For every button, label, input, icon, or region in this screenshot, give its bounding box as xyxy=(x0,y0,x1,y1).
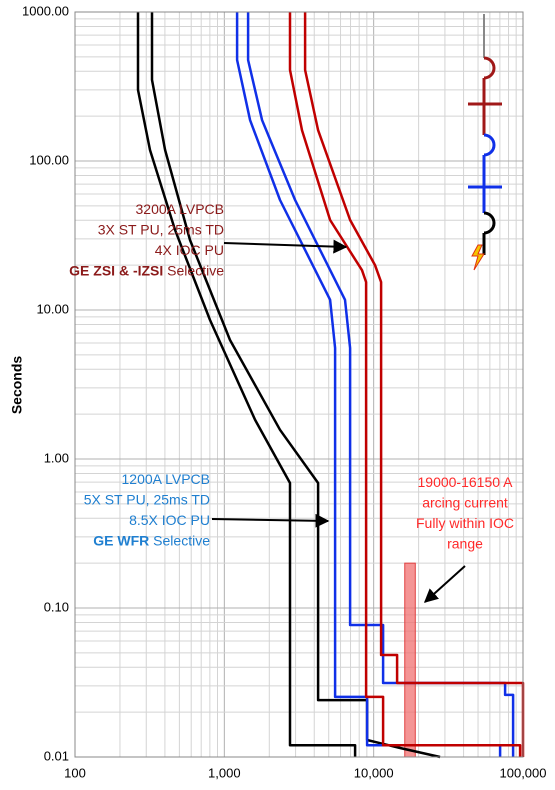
tcc-curve xyxy=(246,12,515,757)
annotation-text: arcing current xyxy=(422,494,508,510)
tcc-curve xyxy=(288,12,522,757)
arrow xyxy=(423,565,466,603)
annotations: 3200A LVPCB 3X ST PU, 25ms TD 4X IOC PU GE … xyxy=(69,201,514,552)
breaker-arc xyxy=(483,56,496,80)
annotation-text: 8.5X IOC PU xyxy=(129,512,210,528)
arrow xyxy=(211,513,330,528)
y-tick-label: 10.00 xyxy=(36,301,69,316)
annotation-text: GE ZSI & -IZSI xyxy=(69,262,163,278)
plot-frame xyxy=(74,11,524,758)
arrow xyxy=(223,239,348,254)
annotation-line: 1200A LVPCB xyxy=(122,471,210,487)
annotation-text: 4X IOC PU xyxy=(155,242,224,258)
annotation-line: Fully within IOC xyxy=(416,515,514,531)
annotation-line: 3200A LVPCB xyxy=(136,201,224,217)
annotation-line: range xyxy=(447,535,483,551)
y-axis-title: Seconds xyxy=(9,356,25,415)
y-tick-label: 100.00 xyxy=(29,152,69,167)
annotation-text: 3200A LVPCB xyxy=(136,201,224,217)
annotation-line: GE WFR Selective xyxy=(93,532,210,548)
tcc-curve xyxy=(150,12,441,759)
annotation-line: 4X IOC PU xyxy=(155,242,224,258)
tcc-curve xyxy=(303,12,525,757)
ticks: 100 1,000 10,000 100,000 0.01 0.10 1.00 10.00 10… xyxy=(22,3,547,780)
annotation-line: 3X ST PU, 25ms TD xyxy=(98,221,224,237)
annotation-text: 1200A LVPCB xyxy=(122,471,210,487)
arc-band xyxy=(404,562,416,758)
annotation-text: 5X ST PU, 25ms TD xyxy=(84,491,210,507)
x-tick-label: 10,000 xyxy=(354,765,394,780)
annotation-text: 19000-16150 A xyxy=(418,474,514,490)
y-tick-label: 1000.00 xyxy=(22,3,69,18)
one-line-diagram xyxy=(468,14,502,271)
annotation-text: GE WFR xyxy=(93,532,149,548)
y-tick-label: 0.10 xyxy=(44,599,69,614)
annotation-text: Selective xyxy=(149,532,210,548)
x-tick-label: 1,000 xyxy=(208,765,241,780)
x-tick-label: 100,000 xyxy=(500,765,547,780)
annotation-text: 3X ST PU, 25ms TD xyxy=(98,221,224,237)
annotation-line: GE ZSI & -IZSI Selective xyxy=(69,262,224,278)
grid xyxy=(74,11,524,758)
annotation-line: 19000-16150 A xyxy=(418,474,514,490)
tcc-curve xyxy=(136,12,357,757)
y-tick-label: 1.00 xyxy=(44,450,69,465)
annotation-line: arcing current xyxy=(422,494,508,510)
fault-icon xyxy=(471,244,485,271)
annotation-text: Selective xyxy=(163,262,224,278)
y-tick-label: 0.01 xyxy=(44,748,69,763)
annotation-line: 8.5X IOC PU xyxy=(129,512,210,528)
x-tick-label: 100 xyxy=(64,765,86,780)
annotation-text: range xyxy=(447,535,483,551)
breaker-arc xyxy=(483,133,496,157)
annotation-line: 5X ST PU, 25ms TD xyxy=(84,491,210,507)
breaker-arc xyxy=(483,211,496,235)
marks xyxy=(136,12,525,759)
annotation-text: Fully within IOC xyxy=(416,515,514,531)
